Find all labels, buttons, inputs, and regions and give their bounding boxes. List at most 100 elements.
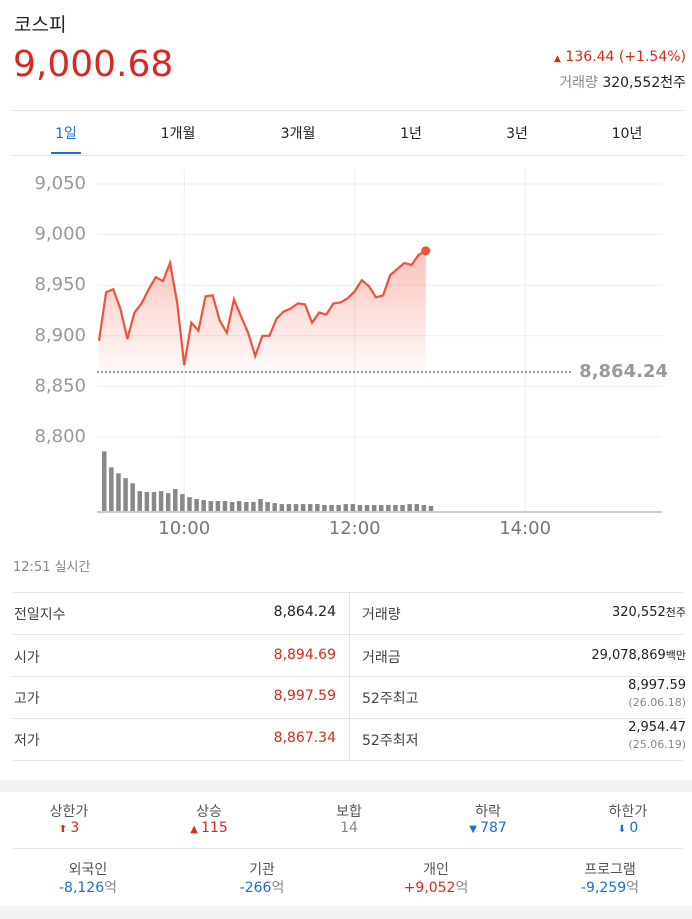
breadth-label: 상한가 — [49, 804, 89, 820]
tab[interactable]: 3년 — [506, 126, 528, 142]
volume-bar — [116, 473, 121, 511]
price-line — [97, 249, 427, 366]
tab[interactable]: 1개월 — [160, 126, 196, 142]
x-tick-label: 10:00 — [158, 518, 210, 539]
unit: 천주 — [665, 606, 686, 619]
volume-bar — [258, 499, 263, 511]
summary-label: 저가 — [14, 733, 40, 749]
value-text: 0 — [629, 820, 639, 836]
volume-bar — [215, 501, 221, 511]
investor-value: -8,126억 — [28, 877, 148, 897]
value-text: 3 — [70, 820, 80, 836]
volume-bar — [336, 505, 341, 511]
volume: 거래량 320,552천주 — [559, 72, 686, 92]
value-text: 320,552 — [611, 605, 666, 620]
change: ▲ 136.44 (+1.54%) — [554, 49, 686, 65]
last-point — [421, 246, 431, 256]
y-tick-label: 8,800 — [34, 426, 86, 447]
volume-bar — [222, 501, 228, 511]
volume-bar — [265, 502, 270, 511]
volume-bar — [364, 505, 370, 511]
tab[interactable]: 3개월 — [280, 126, 316, 142]
breadth-label: 하락 — [475, 804, 501, 820]
tab[interactable]: 10년 — [611, 126, 643, 142]
breadth-value: ⬆ 3 — [58, 820, 80, 836]
x-tick-label: 14:00 — [499, 518, 551, 539]
value-text: 787 — [480, 820, 507, 836]
volume-bar — [251, 502, 256, 511]
value-text: 8,997.59 — [628, 678, 686, 693]
volume-bar — [315, 504, 320, 511]
unit: 억 — [104, 880, 118, 896]
volume-bar — [158, 491, 164, 511]
volume-unit: 천주 — [660, 75, 686, 91]
summary-value: 320,552천주 — [612, 604, 686, 620]
volume-bar — [421, 505, 427, 511]
reference-label: 8,864.24 — [579, 361, 668, 382]
investor-label: 프로그램 — [584, 862, 636, 878]
volume-bar — [307, 504, 313, 511]
index-title: 코스피 — [14, 14, 67, 36]
breadth-label: 상승 — [196, 804, 222, 820]
volume-bar — [130, 483, 135, 511]
investor-label: 개인 — [423, 862, 449, 878]
volume-value: 320,552 — [602, 75, 661, 91]
volume-bar — [379, 505, 384, 511]
y-tick-label: 8,950 — [34, 274, 86, 295]
summary-value: 8,864.24 — [273, 604, 336, 620]
value-text: 14 — [340, 820, 358, 836]
volume-bar — [272, 503, 277, 511]
volume-bar — [236, 501, 242, 511]
volume-bar — [208, 501, 214, 511]
summary-label: 거래금 — [362, 650, 401, 666]
investor-label: 기관 — [249, 862, 275, 878]
volume-bar — [165, 493, 171, 511]
volume-bar — [350, 504, 356, 511]
chart: 8,800 8,850 8,900 8,950 9,000 9,050 10:00 12:00… — [34, 168, 668, 539]
volume-bar — [293, 504, 299, 511]
summary-label: 거래량 — [362, 607, 401, 623]
tab-indicator — [51, 152, 81, 154]
volume-bar — [371, 505, 377, 511]
index-price: 9,000.68 — [13, 44, 174, 85]
volume-bar — [343, 504, 348, 511]
breadth-value: ⬇ 0 — [617, 820, 639, 836]
volume-bar — [244, 502, 249, 511]
volume-bar — [187, 497, 192, 511]
summary-label: 52주최저 — [362, 733, 419, 749]
value-text: 29,078,869 — [591, 648, 666, 663]
change-text: 136.44 (+1.54%) — [565, 49, 686, 65]
volume-bar — [414, 504, 420, 511]
unit: 억 — [626, 880, 640, 896]
volume-bar — [407, 504, 412, 511]
value-text: -8,126 — [58, 880, 105, 896]
summary-value: 8,867.34 — [273, 730, 336, 746]
summary-date: (25.06.19) — [628, 738, 686, 751]
breadth-label: 보합 — [336, 804, 362, 820]
volume-bar — [322, 505, 327, 511]
volume-bar — [357, 505, 363, 511]
volume-bar — [137, 491, 143, 511]
volume-bar — [229, 502, 235, 511]
summary-label: 52주최고 — [362, 691, 419, 707]
value-text: -9,259 — [580, 880, 627, 896]
breadth-value: ▼ 787 — [469, 820, 507, 836]
volume-bar — [151, 492, 157, 511]
summary-value: 8,894.69 — [273, 647, 336, 663]
tab[interactable]: 1일 — [55, 126, 77, 142]
volume-bar — [300, 504, 306, 511]
value-text: 2,954.47 — [628, 720, 686, 735]
unit: 억 — [455, 880, 469, 896]
summary-value: 29,078,869백만 — [591, 647, 686, 663]
volume-bar — [144, 492, 150, 511]
investor-value: +9,052억 — [376, 877, 496, 897]
tab[interactable]: 1년 — [400, 126, 422, 142]
value-text: +9,052 — [403, 880, 456, 896]
volume-bar — [194, 499, 199, 511]
investor-value: -266억 — [202, 877, 322, 897]
summary-label: 시가 — [14, 650, 40, 666]
summary-date: (26.06.18) — [628, 696, 686, 709]
summary-label: 전일지수 — [14, 607, 66, 623]
y-tick-label: 9,000 — [34, 224, 86, 245]
